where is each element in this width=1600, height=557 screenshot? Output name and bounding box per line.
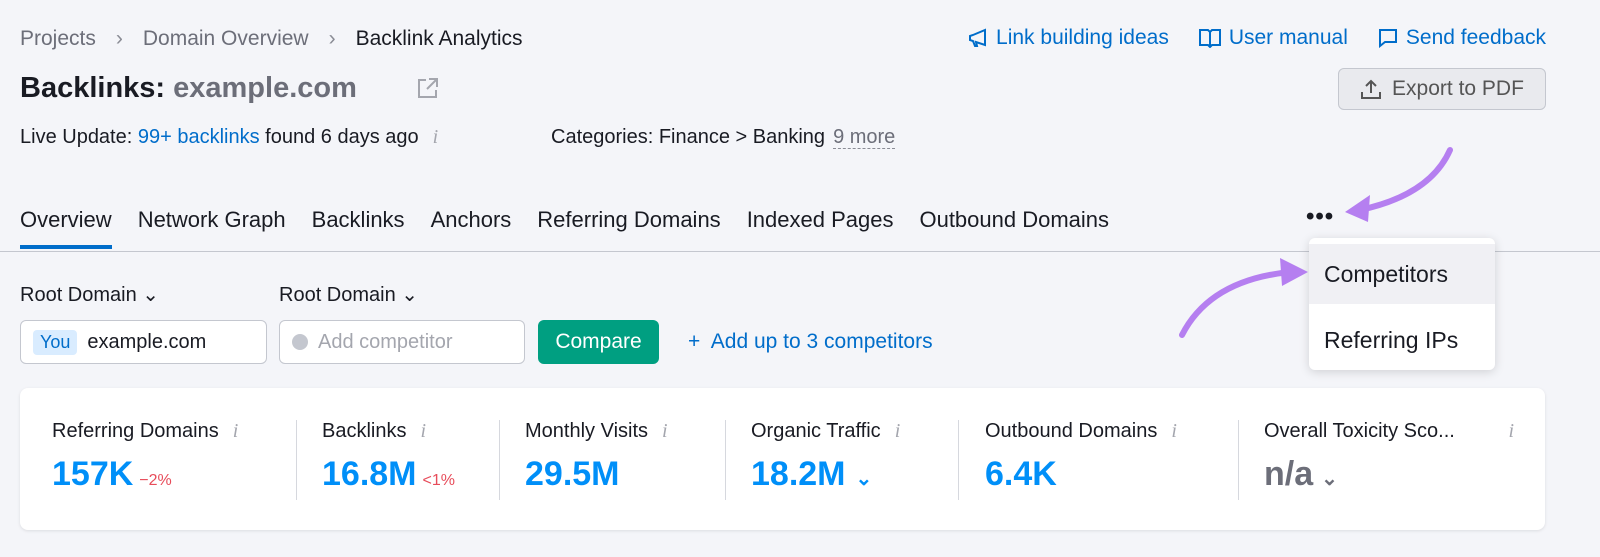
breadcrumb: Projects › Domain Overview › Backlink Anal…	[20, 27, 522, 51]
metrics-card: Referring Domains i 157K −2% Backlinks i 16.8…	[20, 388, 1545, 530]
compare-button[interactable]: Compare	[538, 320, 659, 364]
page-title: Backlinks: example.com	[20, 72, 357, 104]
tabs-divider	[0, 251, 1600, 252]
chat-icon	[1378, 29, 1397, 48]
export-pdf-button[interactable]: Export to PDF	[1338, 68, 1546, 110]
metric-organic-traffic[interactable]: Organic Traffic i 18.2M ⌄	[751, 420, 901, 493]
divider	[296, 420, 297, 500]
divider	[499, 420, 500, 500]
info-icon[interactable]: i	[1508, 420, 1514, 442]
top-links: Link building ideas User manual Send fee…	[968, 26, 1546, 50]
competitor-input[interactable]: Add competitor	[279, 320, 525, 364]
megaphone-icon	[969, 28, 987, 47]
breadcrumb-projects[interactable]: Projects	[20, 27, 96, 50]
categories: Categories: Finance > Banking 9 more	[551, 126, 896, 149]
color-dot-icon	[292, 334, 308, 350]
breadcrumb-domain-overview[interactable]: Domain Overview	[142, 27, 309, 50]
metric-toxicity-score[interactable]: Overall Toxicity Sco... i n/a ⌄	[1264, 420, 1514, 493]
more-tabs-menu: Competitors Referring IPs	[1309, 238, 1495, 370]
annotation-arrows	[1179, 147, 1453, 338]
upload-icon	[1361, 79, 1382, 99]
live-update: Live Update: 99+ backlinks found 6 days …	[20, 126, 439, 148]
chevron-down-icon: ⌄	[142, 284, 160, 306]
chevron-down-icon[interactable]: ⌄	[1321, 468, 1338, 490]
tab-backlinks[interactable]: Backlinks	[311, 207, 405, 232]
info-icon[interactable]: i	[1171, 420, 1177, 442]
external-link-icon[interactable]	[416, 76, 440, 100]
metric-backlinks[interactable]: Backlinks i 16.8M <1%	[322, 420, 455, 493]
info-icon[interactable]: i	[432, 126, 439, 148]
chevron-right-icon: ›	[115, 27, 123, 50]
metric-outbound-domains[interactable]: Outbound Domains i 6.4K	[985, 420, 1177, 493]
divider	[1238, 420, 1239, 500]
your-domain-input[interactable]: You example.com	[20, 320, 267, 364]
root-domain-select-1[interactable]: Root Domain ⌄	[20, 284, 160, 306]
breadcrumb-current: Backlink Analytics	[355, 27, 523, 50]
more-tabs-button[interactable]: •••	[1306, 203, 1335, 230]
info-icon[interactable]: i	[232, 420, 239, 442]
menu-item-referring-ips[interactable]: Referring IPs	[1324, 326, 1459, 353]
tab-indexed-pages[interactable]: Indexed Pages	[746, 207, 894, 232]
info-icon[interactable]: i	[662, 420, 668, 442]
backlinks-count-link[interactable]: 99+ backlinks	[137, 126, 260, 148]
tab-network-graph[interactable]: Network Graph	[137, 207, 286, 232]
tab-outbound-domains[interactable]: Outbound Domains	[919, 207, 1110, 232]
divider	[958, 420, 959, 500]
info-icon[interactable]: i	[420, 420, 427, 442]
divider	[725, 420, 726, 500]
tab-referring-domains[interactable]: Referring Domains	[537, 207, 721, 232]
tab-overview[interactable]: Overview	[20, 207, 112, 249]
metric-monthly-visits[interactable]: Monthly Visits i 29.5M	[525, 420, 668, 493]
tab-anchors[interactable]: Anchors	[430, 207, 512, 232]
metric-referring-domains[interactable]: Referring Domains i 157K −2%	[52, 420, 239, 493]
user-manual-link[interactable]: User manual	[1198, 26, 1348, 50]
link-building-ideas-link[interactable]: Link building ideas	[968, 26, 1169, 50]
root-domain-select-2[interactable]: Root Domain ⌄	[279, 284, 419, 306]
menu-item-competitors[interactable]: Competitors	[1309, 244, 1495, 304]
more-categories-link[interactable]: 9 more	[833, 126, 896, 149]
add-competitors-button[interactable]: + Add up to 3 competitors	[688, 330, 933, 353]
chevron-down-icon: ⌄	[401, 284, 419, 306]
send-feedback-link[interactable]: Send feedback	[1378, 26, 1546, 50]
info-icon[interactable]: i	[894, 420, 901, 442]
book-icon	[1198, 29, 1221, 48]
chevron-down-icon[interactable]: ⌄	[855, 468, 873, 490]
plus-icon: +	[688, 330, 701, 353]
you-badge: You	[33, 329, 78, 355]
chevron-right-icon: ›	[328, 27, 336, 50]
tabs: Overview Network Graph Backlinks Anchors…	[20, 207, 1110, 249]
